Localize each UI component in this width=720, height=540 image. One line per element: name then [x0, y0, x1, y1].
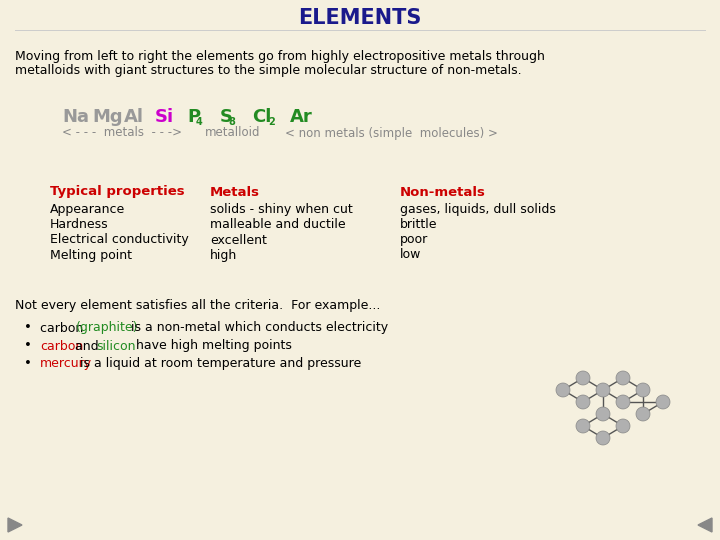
Text: Appearance: Appearance — [50, 204, 125, 217]
Circle shape — [576, 419, 590, 433]
Text: Al: Al — [124, 108, 144, 126]
Text: Metals: Metals — [210, 186, 260, 199]
Circle shape — [556, 383, 570, 397]
Circle shape — [616, 371, 630, 385]
Text: carbon: carbon — [40, 321, 87, 334]
Text: P: P — [187, 108, 200, 126]
Text: Cl: Cl — [252, 108, 271, 126]
Text: Mg: Mg — [92, 108, 122, 126]
Circle shape — [576, 395, 590, 409]
Text: Ar: Ar — [290, 108, 312, 126]
Circle shape — [636, 383, 650, 397]
Text: S: S — [220, 108, 233, 126]
Text: have high melting points: have high melting points — [132, 340, 292, 353]
Circle shape — [576, 371, 590, 385]
Circle shape — [596, 407, 610, 421]
Text: Typical properties: Typical properties — [50, 186, 184, 199]
Circle shape — [656, 395, 670, 409]
Polygon shape — [8, 518, 22, 532]
Text: mercury: mercury — [40, 357, 92, 370]
Text: 8: 8 — [228, 117, 235, 127]
Text: excellent: excellent — [210, 233, 267, 246]
Text: Electrical conductivity: Electrical conductivity — [50, 233, 189, 246]
Text: < non metals (simple  molecules) >: < non metals (simple molecules) > — [285, 126, 498, 139]
Polygon shape — [698, 518, 712, 532]
Text: poor: poor — [400, 233, 428, 246]
Text: 2: 2 — [269, 117, 275, 127]
Text: high: high — [210, 248, 238, 261]
Text: •: • — [24, 321, 32, 334]
Text: 4: 4 — [195, 117, 202, 127]
Circle shape — [616, 395, 630, 409]
Circle shape — [616, 419, 630, 433]
Text: Non-metals: Non-metals — [400, 186, 486, 199]
Circle shape — [596, 383, 610, 397]
Text: malleable and ductile: malleable and ductile — [210, 219, 346, 232]
Text: metalloid: metalloid — [205, 126, 261, 139]
Text: •: • — [24, 340, 32, 353]
Text: solids - shiny when cut: solids - shiny when cut — [210, 204, 353, 217]
Text: gases, liquids, dull solids: gases, liquids, dull solids — [400, 204, 556, 217]
Text: carbon: carbon — [40, 340, 84, 353]
Text: brittle: brittle — [400, 219, 438, 232]
Text: Melting point: Melting point — [50, 248, 132, 261]
Text: is a liquid at room temperature and pressure: is a liquid at room temperature and pres… — [76, 357, 361, 370]
Text: metalloids with giant structures to the simple molecular structure of non-metals: metalloids with giant structures to the … — [15, 64, 521, 77]
Text: < - - -  metals  - - ->: < - - - metals - - -> — [62, 126, 182, 139]
Text: Si: Si — [155, 108, 174, 126]
Text: silicon: silicon — [96, 340, 135, 353]
Circle shape — [596, 431, 610, 445]
Text: is a non-metal which conducts electricity: is a non-metal which conducts electricit… — [127, 321, 388, 334]
Text: Na: Na — [62, 108, 89, 126]
Text: •: • — [24, 357, 32, 370]
Text: Hardness: Hardness — [50, 219, 109, 232]
Text: low: low — [400, 248, 421, 261]
Text: (graphite): (graphite) — [76, 321, 138, 334]
Text: Not every element satisfies all the criteria.  For example...: Not every element satisfies all the crit… — [15, 299, 380, 312]
Text: Moving from left to right the elements go from highly electropositive metals thr: Moving from left to right the elements g… — [15, 50, 545, 63]
Text: and: and — [71, 340, 102, 353]
Circle shape — [636, 407, 650, 421]
Text: ELEMENTS: ELEMENTS — [298, 8, 422, 28]
